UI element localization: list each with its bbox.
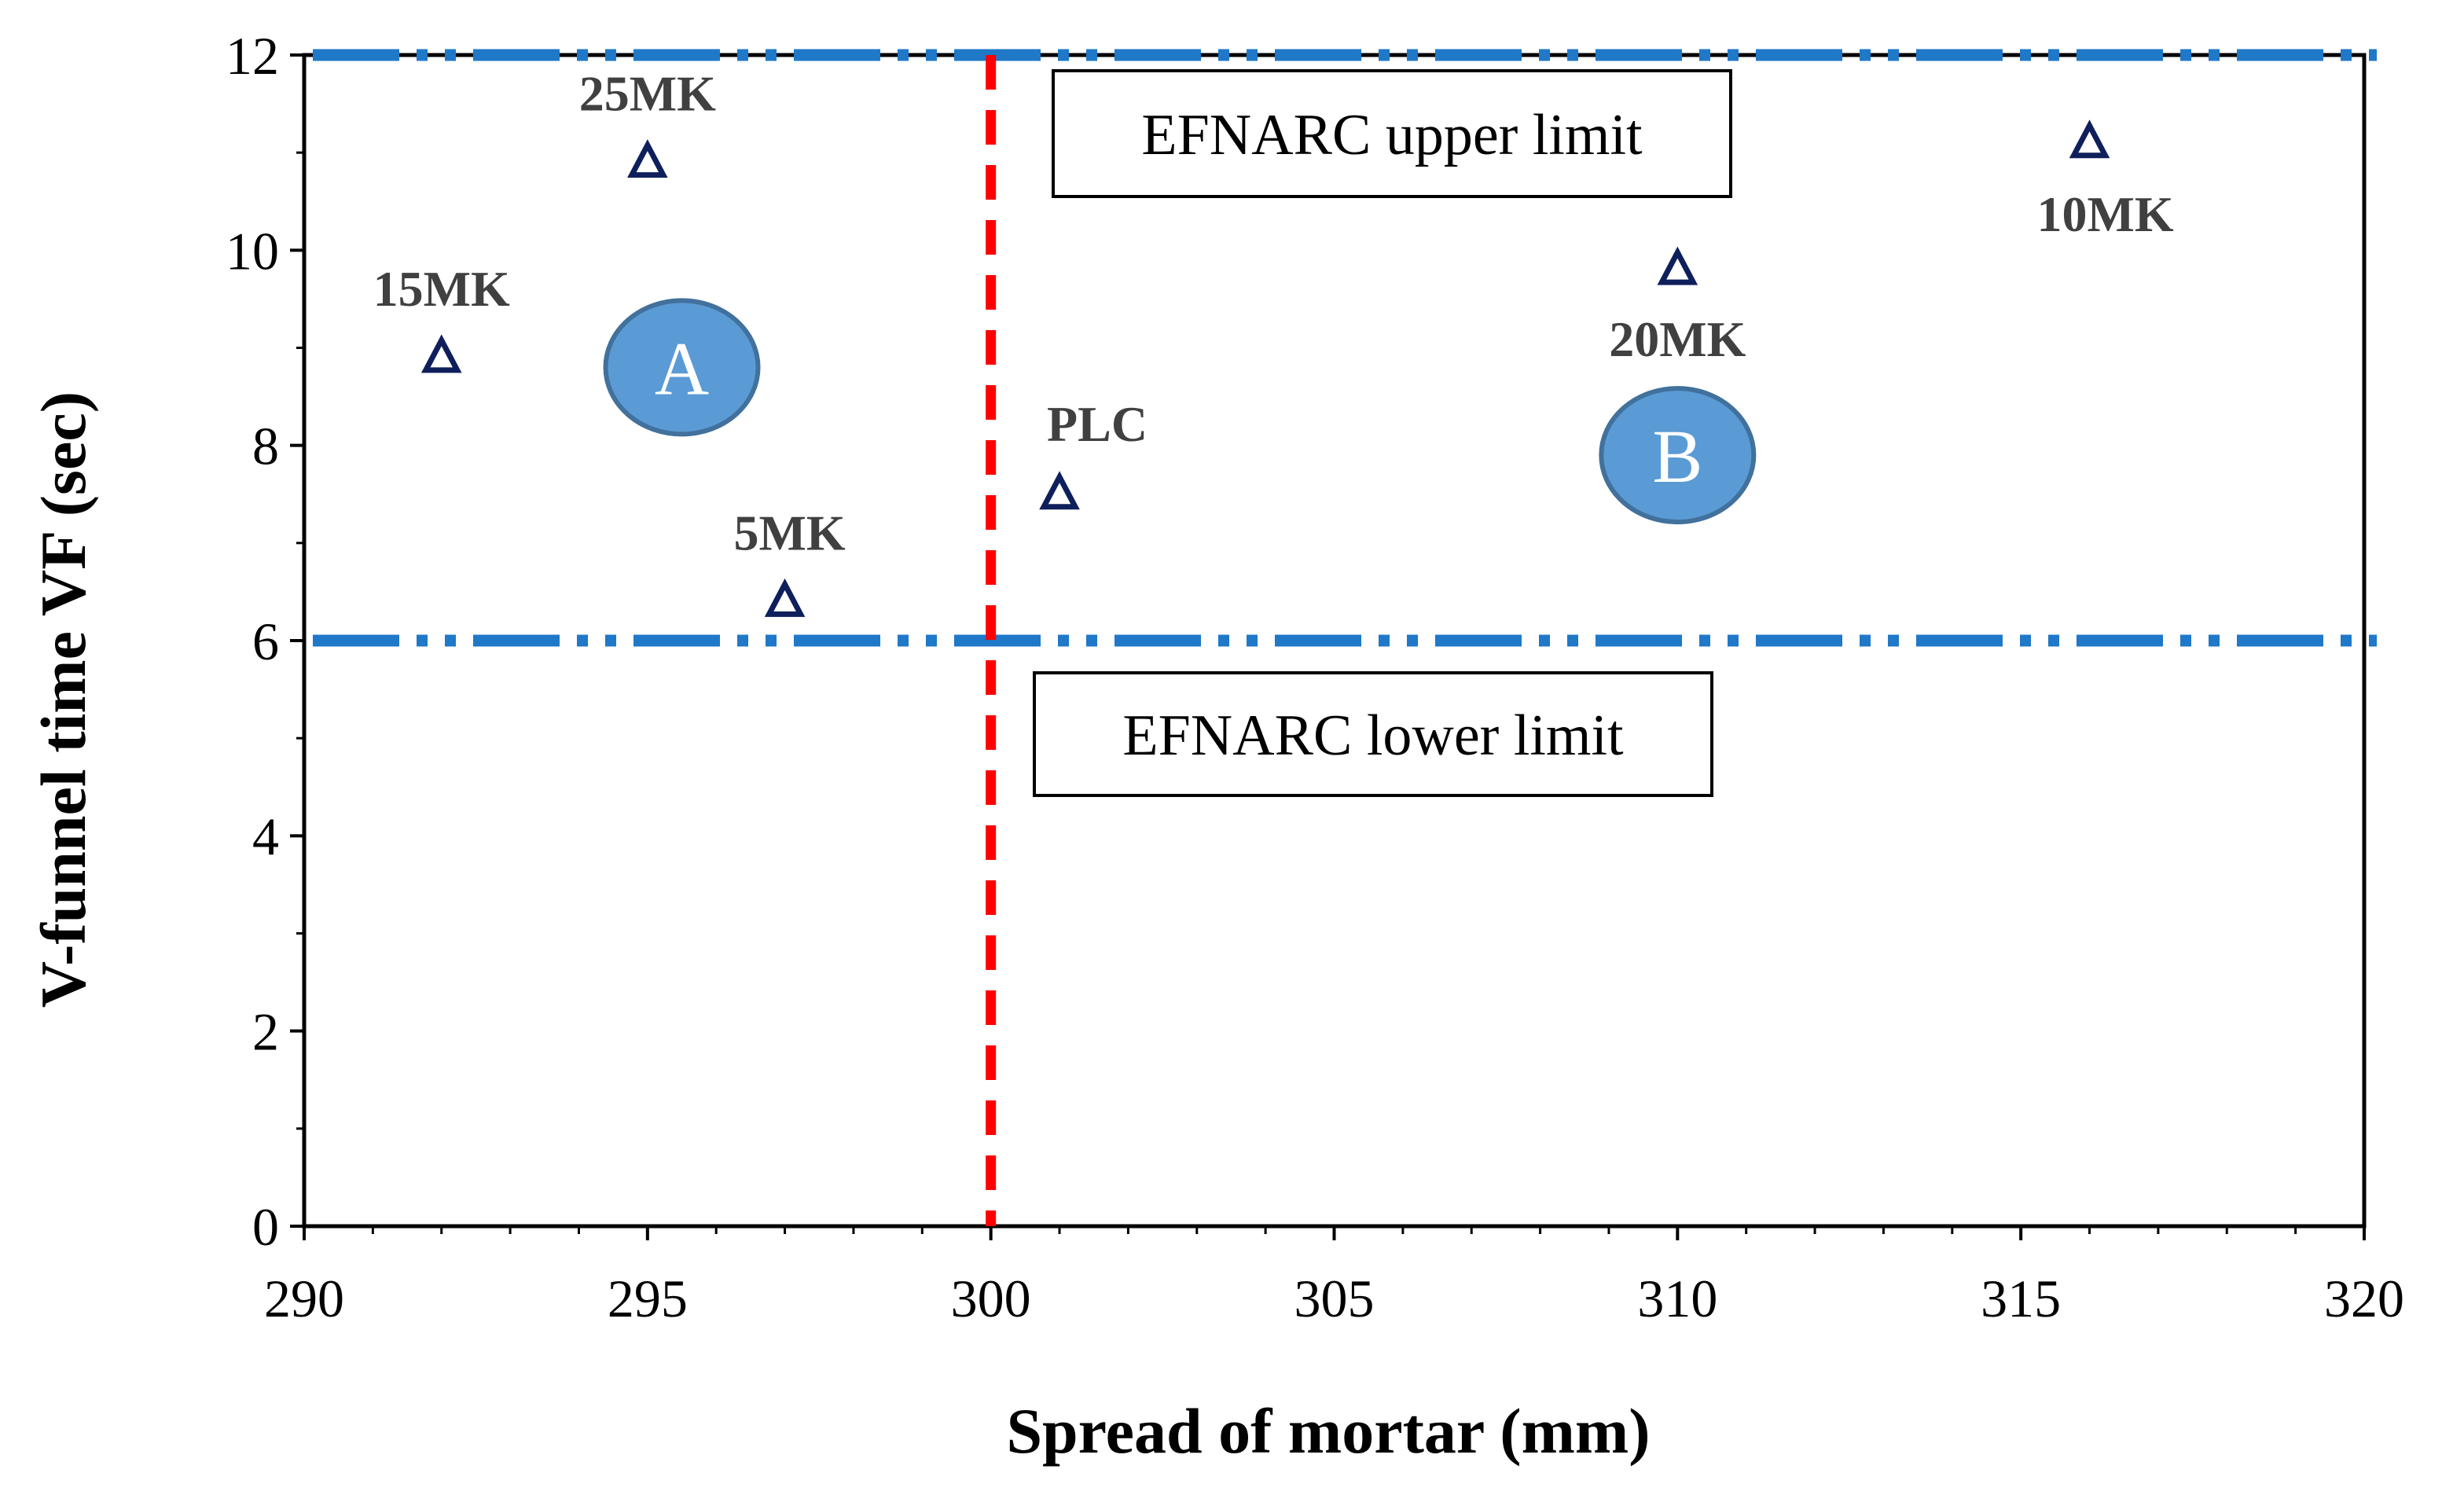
x-tick-label: 300	[951, 1269, 1031, 1328]
zone-b-label: B	[1652, 414, 1702, 498]
data-label-5mk: 5MK	[733, 505, 845, 560]
upper-limit-label-text: EFNARC upper limit	[1141, 103, 1643, 167]
upper-limit-label-box	[1052, 69, 1732, 198]
x-tick-label: 315	[1981, 1269, 2061, 1328]
zone-b-ellipse	[1599, 386, 1757, 525]
reference-lines	[313, 49, 2377, 1226]
y-tick-label: 6	[252, 612, 279, 671]
data-label-plc: PLC	[1047, 396, 1148, 452]
y-tick-label: 2	[252, 1002, 279, 1062]
y-tick-label: 0	[252, 1197, 279, 1257]
data-point-25mk	[627, 139, 668, 178]
x-axis-title: Spread of mortar (mm)	[1006, 1395, 1650, 1467]
y-tick-label: 10	[226, 221, 279, 281]
data-point-20mk	[1657, 246, 1698, 285]
data-point-plc	[1039, 471, 1080, 510]
data-label-25mk: 25MK	[579, 66, 716, 122]
data-label-20mk: 20MK	[1609, 311, 1746, 367]
x-tick-label: 295	[608, 1269, 688, 1328]
zones: AB	[603, 298, 1757, 525]
x-tick-label: 290	[264, 1269, 344, 1328]
data-points: 15MK 25MK 5MK PLC 20MK 10MK	[373, 66, 2174, 617]
y-axis-title: V-funnel time VF (sec)	[28, 391, 99, 1008]
x-tick-label: 305	[1294, 1269, 1375, 1328]
data-point-10mk	[2069, 119, 2110, 159]
data-label-10mk: 10MK	[2036, 186, 2173, 242]
data-point-15mk	[420, 334, 462, 373]
x-tick-label: 310	[1637, 1269, 1717, 1328]
axes: 290 295 300 305 310 315 320 0 2 4 6 8 10 12	[226, 26, 2404, 1328]
data-label-15mk: 15MK	[373, 261, 510, 317]
y-tick-label: 12	[226, 26, 279, 86]
zone-a-ellipse	[603, 298, 761, 437]
y-tick-label: 4	[252, 806, 279, 866]
lower-limit-label-text: EFNARC lower limit	[1122, 703, 1624, 768]
data-point-5mk	[764, 578, 806, 617]
x-tick-label: 320	[2324, 1269, 2404, 1328]
zone-a-label: A	[655, 326, 709, 410]
lower-limit-label-box	[1033, 671, 1713, 797]
y-tick-label: 8	[252, 417, 279, 476]
limit-label-boxes: EFNARC upper limit EFNARC lower limit	[1033, 69, 1732, 797]
